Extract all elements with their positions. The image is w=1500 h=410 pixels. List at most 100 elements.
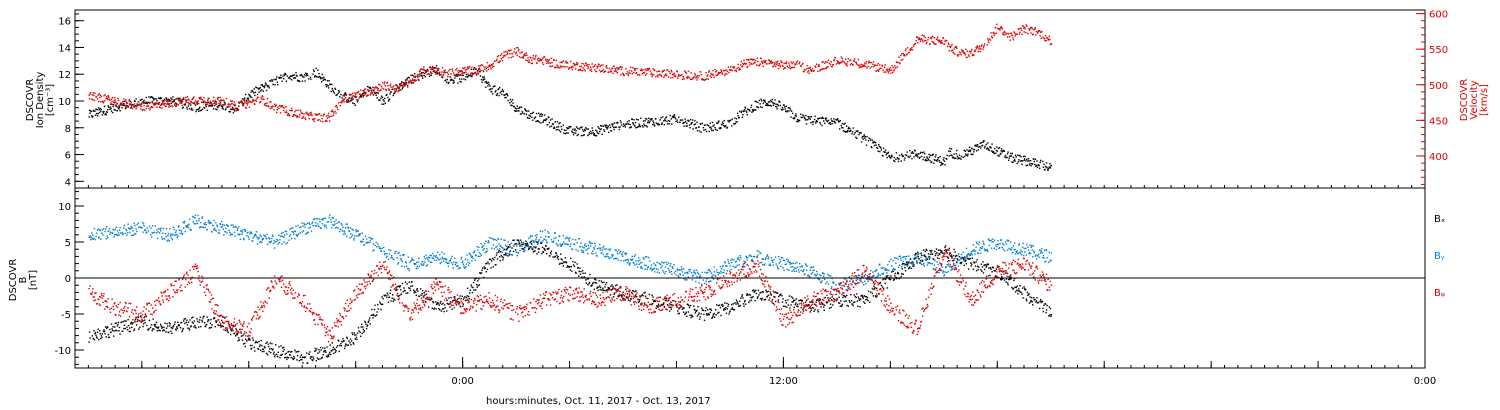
- by-point: [728, 270, 731, 272]
- by-point: [554, 232, 556, 234]
- density-point: [325, 84, 327, 86]
- velocity-point: [307, 113, 309, 115]
- velocity-point: [532, 57, 534, 59]
- by-point: [114, 228, 116, 231]
- density-point: [118, 108, 120, 110]
- density-point: [219, 104, 221, 106]
- velocity-point: [628, 69, 631, 72]
- velocity-point: [724, 74, 726, 77]
- bx-point: [107, 326, 109, 328]
- by-point: [653, 262, 655, 265]
- velocity-point: [476, 73, 478, 75]
- velocity-point: [879, 64, 881, 66]
- velocity-point: [771, 62, 773, 65]
- density-point: [911, 151, 914, 153]
- velocity-point: [458, 70, 461, 72]
- velocity-point: [999, 29, 1001, 31]
- by-point: [408, 269, 410, 272]
- velocity-point: [498, 61, 500, 64]
- density-point: [793, 117, 795, 120]
- velocity-point: [927, 39, 929, 41]
- density-point: [459, 80, 461, 83]
- velocity-point: [202, 100, 205, 102]
- by-point: [231, 233, 234, 236]
- by-point: [537, 242, 539, 245]
- density-point: [556, 121, 559, 123]
- by-point: [1039, 249, 1041, 252]
- velocity-point: [460, 70, 462, 72]
- density-point: [832, 120, 834, 122]
- density-point: [356, 101, 359, 103]
- by-point: [221, 226, 223, 228]
- density-point: [92, 115, 94, 118]
- velocity-point: [640, 68, 643, 70]
- density-point: [595, 129, 597, 131]
- velocity-point: [233, 101, 236, 103]
- density-point: [360, 96, 362, 98]
- velocity-point: [192, 97, 194, 99]
- by-point: [687, 276, 690, 278]
- density-point: [651, 123, 654, 126]
- density-point: [674, 118, 677, 120]
- density-point: [186, 106, 188, 109]
- velocity-point: [812, 70, 815, 73]
- density-point: [102, 112, 105, 114]
- velocity-point: [1008, 33, 1010, 35]
- velocity-point: [412, 75, 415, 77]
- by-point: [538, 239, 540, 241]
- density-point: [620, 121, 622, 124]
- velocity-point: [1029, 28, 1031, 30]
- by-point: [1028, 253, 1030, 255]
- by-point: [858, 278, 861, 280]
- density-point: [716, 129, 718, 131]
- density-point: [487, 81, 490, 84]
- velocity-point: [188, 99, 190, 101]
- density-point: [928, 156, 931, 158]
- velocity-point: [510, 56, 513, 59]
- velocity-point: [654, 69, 656, 72]
- velocity-point: [732, 66, 734, 68]
- by-point: [918, 252, 920, 255]
- by-point: [743, 266, 746, 268]
- by-point: [176, 236, 178, 239]
- density-point: [287, 77, 290, 79]
- density-point: [513, 105, 515, 108]
- velocity-point: [949, 46, 952, 49]
- velocity-point: [318, 119, 320, 121]
- by-point: [334, 223, 336, 225]
- by-point: [488, 241, 490, 244]
- velocity-point: [793, 66, 795, 68]
- velocity-point: [141, 102, 143, 104]
- by-point: [571, 248, 574, 251]
- density-point: [312, 73, 314, 75]
- density-point: [852, 127, 854, 129]
- density-point: [178, 97, 180, 99]
- bx-point: [114, 326, 116, 328]
- bx-point: [174, 321, 176, 323]
- velocity-point: [1050, 43, 1053, 45]
- density-point: [253, 88, 255, 90]
- velocity-point: [826, 61, 829, 64]
- velocity-point: [153, 103, 155, 106]
- velocity-point: [111, 100, 113, 103]
- by-point: [665, 261, 668, 263]
- by-point: [161, 238, 163, 240]
- velocity-point: [412, 79, 414, 81]
- density-point: [774, 105, 777, 108]
- by-point: [341, 224, 343, 226]
- by-point: [532, 241, 535, 243]
- by-point: [873, 274, 875, 277]
- by-point: [411, 257, 413, 259]
- velocity-point: [584, 70, 586, 72]
- by-point: [498, 243, 500, 245]
- velocity-point: [143, 104, 145, 107]
- by-point: [109, 233, 111, 235]
- density-point: [922, 158, 924, 161]
- by-point: [999, 242, 1001, 245]
- velocity-ytick-label: 500: [1429, 81, 1448, 92]
- by-point: [280, 235, 282, 238]
- density-point: [219, 102, 222, 104]
- by-point: [167, 234, 169, 237]
- by-point: [288, 239, 290, 241]
- velocity-point: [749, 58, 752, 60]
